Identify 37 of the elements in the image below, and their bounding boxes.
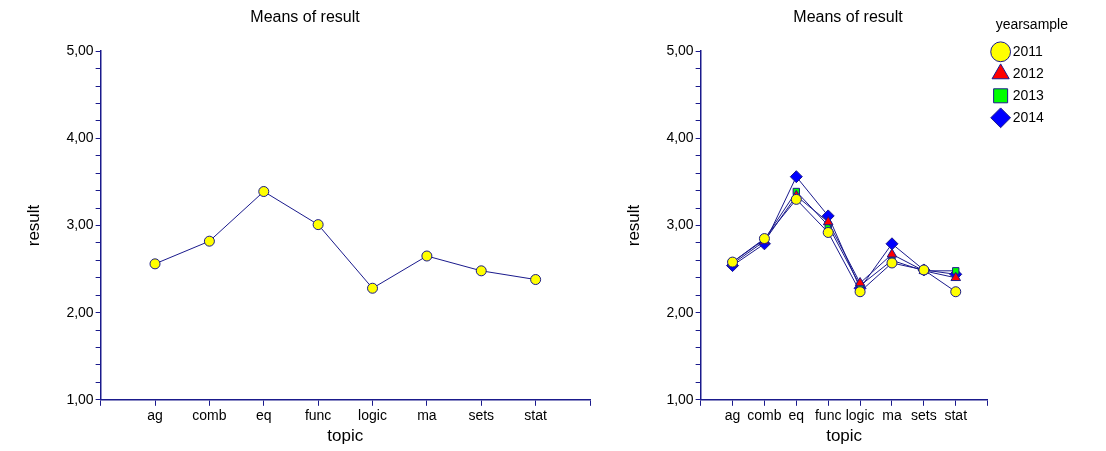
- legend-label: 2012: [1012, 64, 1044, 81]
- x-tick-label: ag: [147, 407, 163, 424]
- y-tick-label: 1,00: [66, 390, 94, 407]
- x-tick-label: comb: [192, 407, 227, 424]
- x-tick-label: comb: [747, 407, 782, 424]
- y-tick-label: 5,00: [66, 42, 94, 59]
- y-axis-title: result: [623, 204, 643, 247]
- x-tick-label: func: [304, 407, 332, 424]
- y-axis-title: result: [23, 204, 43, 247]
- x-tick-label: eq: [788, 407, 805, 424]
- x-tick-label: stat: [944, 407, 968, 424]
- legend-title: yearsample: [995, 15, 1069, 32]
- x-tick-label: ma: [882, 407, 902, 424]
- x-tick-label: ag: [724, 407, 741, 424]
- legend-label: 2013: [1012, 86, 1044, 103]
- x-tick-label: func: [814, 407, 842, 424]
- x-tick-label: sets: [911, 407, 937, 424]
- x-tick-label: eq: [255, 407, 272, 424]
- y-tick-label: 2,00: [66, 303, 94, 320]
- x-axis-title: topic: [327, 426, 364, 446]
- x-tick-label: ma: [417, 407, 437, 424]
- y-tick-label: 2,00: [666, 303, 694, 320]
- legend-label: 2011: [1012, 42, 1043, 59]
- x-axis-title: topic: [826, 426, 863, 446]
- x-tick-label: stat: [524, 407, 548, 424]
- y-tick-label: 1,00: [666, 390, 694, 407]
- x-tick-label: sets: [468, 407, 495, 424]
- x-tick-label: logic: [845, 407, 875, 424]
- chart-title: Means of result: [793, 8, 904, 26]
- legend-label: 2014: [1012, 108, 1044, 125]
- y-tick-label: 4,00: [666, 129, 694, 146]
- y-tick-label: 3,00: [666, 216, 694, 233]
- x-tick-label: logic: [358, 407, 387, 424]
- y-tick-label: 4,00: [66, 129, 94, 146]
- y-tick-label: 3,00: [66, 216, 94, 233]
- y-tick-label: 5,00: [666, 42, 694, 59]
- chart-title: Means of result: [250, 8, 361, 26]
